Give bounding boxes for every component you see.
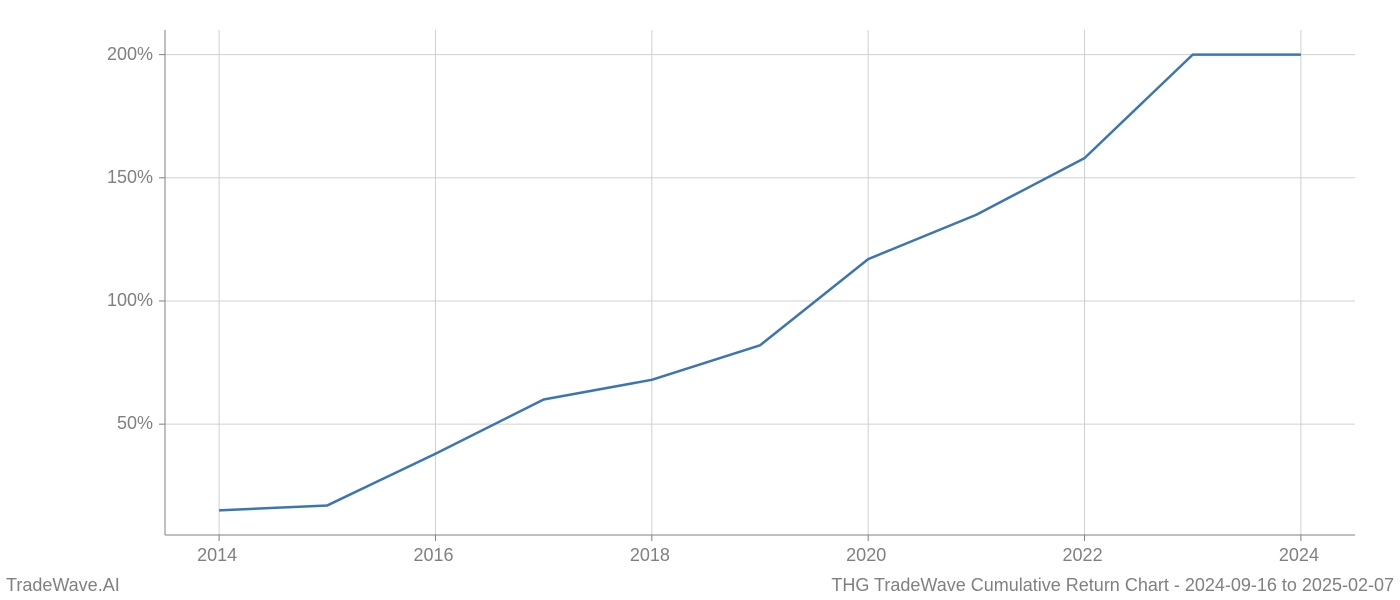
y-tick-label: 100% [103, 290, 153, 311]
y-tick-label: 200% [103, 44, 153, 65]
x-tick-label: 2024 [1279, 545, 1319, 566]
line-chart [0, 0, 1400, 600]
x-tick-label: 2014 [197, 545, 237, 566]
y-tick-label: 50% [113, 413, 153, 434]
x-tick-label: 2020 [846, 545, 886, 566]
footer-right: THG TradeWave Cumulative Return Chart - … [831, 575, 1394, 596]
chart-container: 2014 2016 2018 2020 2022 2024 50% 100% 150% 200%… [0, 0, 1400, 600]
x-tick-label: 2016 [413, 545, 453, 566]
x-tick-label: 2022 [1063, 545, 1103, 566]
footer-left: TradeWave.AI [6, 575, 120, 596]
x-tick-label: 2018 [630, 545, 670, 566]
y-tick-label: 150% [103, 167, 153, 188]
